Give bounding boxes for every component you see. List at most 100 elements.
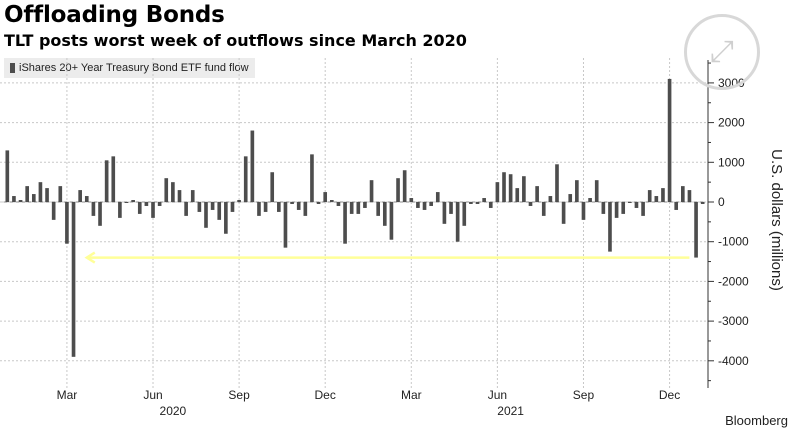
bar bbox=[594, 180, 599, 202]
bar bbox=[303, 202, 308, 216]
bar bbox=[243, 156, 248, 202]
bar bbox=[84, 196, 89, 202]
bar bbox=[164, 178, 169, 202]
bar bbox=[171, 182, 175, 202]
bar bbox=[78, 190, 82, 202]
bar bbox=[5, 150, 10, 202]
y-axis-label: U.S. dollars (millions) bbox=[768, 149, 785, 291]
x-tick-label: Sep bbox=[228, 388, 250, 402]
bar bbox=[316, 202, 321, 204]
bar bbox=[694, 202, 698, 258]
bar bbox=[588, 198, 592, 202]
bar bbox=[581, 202, 586, 220]
bar bbox=[210, 202, 215, 210]
bar bbox=[488, 202, 493, 208]
bar bbox=[575, 180, 579, 202]
bar bbox=[422, 202, 427, 210]
x-year-label: 2021 bbox=[497, 404, 524, 418]
bar bbox=[680, 186, 685, 202]
bar bbox=[31, 194, 36, 202]
y-tick-label: -2000 bbox=[718, 274, 749, 288]
bar bbox=[548, 196, 553, 202]
y-tick-label: -4000 bbox=[718, 354, 749, 368]
bar bbox=[343, 202, 347, 244]
x-year-label: 2020 bbox=[160, 404, 187, 418]
bar bbox=[45, 188, 49, 202]
bar bbox=[124, 202, 129, 203]
bar bbox=[535, 186, 539, 202]
bar bbox=[369, 180, 374, 202]
bar bbox=[137, 202, 142, 214]
bar bbox=[522, 176, 526, 202]
x-tick-label: Dec bbox=[315, 388, 336, 402]
bar bbox=[38, 182, 43, 202]
bar bbox=[402, 170, 407, 202]
bar bbox=[528, 202, 533, 206]
bar bbox=[157, 202, 162, 206]
bar bbox=[389, 202, 394, 240]
bar bbox=[277, 202, 281, 212]
bar bbox=[661, 188, 665, 202]
bar bbox=[449, 202, 453, 214]
bar bbox=[118, 202, 122, 218]
legend-label: iShares 20+ Year Treasury Bond ETF fund … bbox=[19, 62, 249, 74]
y-tick-label: 0 bbox=[718, 195, 725, 209]
bar bbox=[349, 202, 354, 214]
bar bbox=[568, 194, 573, 202]
bar bbox=[674, 202, 679, 210]
x-tick-label: Mar bbox=[57, 388, 78, 402]
bar bbox=[323, 192, 328, 202]
bar bbox=[91, 202, 96, 216]
bar bbox=[409, 198, 414, 202]
bar bbox=[104, 160, 109, 202]
bar bbox=[237, 200, 241, 202]
bar bbox=[429, 202, 433, 206]
y-tick-label: 1000 bbox=[718, 155, 745, 169]
bar bbox=[363, 202, 367, 208]
legend-swatch bbox=[10, 63, 15, 73]
bar bbox=[475, 202, 480, 204]
bar bbox=[197, 202, 202, 212]
bar bbox=[700, 202, 705, 204]
bar bbox=[131, 200, 135, 202]
bar bbox=[455, 202, 460, 242]
bar bbox=[65, 202, 69, 244]
bar bbox=[283, 202, 288, 248]
bar bbox=[98, 202, 102, 226]
bar-layer bbox=[5, 78, 705, 357]
y-tick-label: -3000 bbox=[718, 314, 749, 328]
bar bbox=[442, 202, 447, 224]
x-tick-label: Dec bbox=[659, 388, 680, 402]
bar bbox=[263, 202, 268, 212]
bar bbox=[184, 202, 188, 216]
bar bbox=[230, 202, 235, 212]
chart-subtitle: TLT posts worst week of outflows since M… bbox=[4, 31, 467, 50]
bar bbox=[224, 202, 228, 234]
bar bbox=[634, 202, 639, 208]
grid-layer bbox=[0, 58, 706, 388]
bar bbox=[621, 202, 626, 214]
bar bbox=[628, 202, 632, 203]
bar bbox=[555, 164, 559, 202]
annotation-layer bbox=[84, 251, 690, 264]
bar bbox=[58, 186, 63, 202]
bar bbox=[71, 202, 76, 357]
bar bbox=[204, 202, 208, 228]
bar bbox=[462, 202, 467, 226]
bar bbox=[190, 190, 195, 202]
x-tick-label: Jun bbox=[143, 388, 162, 402]
x-tick-label: Jun bbox=[488, 388, 507, 402]
bar bbox=[647, 190, 652, 202]
bar bbox=[296, 202, 301, 210]
x-tick-label: Sep bbox=[573, 388, 595, 402]
chart-title: Offloading Bonds bbox=[4, 2, 225, 28]
expand-icon[interactable]: ⤢ bbox=[684, 14, 760, 90]
bar bbox=[469, 202, 473, 204]
bar bbox=[614, 202, 619, 218]
bar bbox=[416, 202, 420, 208]
bar bbox=[310, 154, 314, 202]
bar bbox=[541, 202, 546, 216]
bar bbox=[250, 130, 255, 202]
